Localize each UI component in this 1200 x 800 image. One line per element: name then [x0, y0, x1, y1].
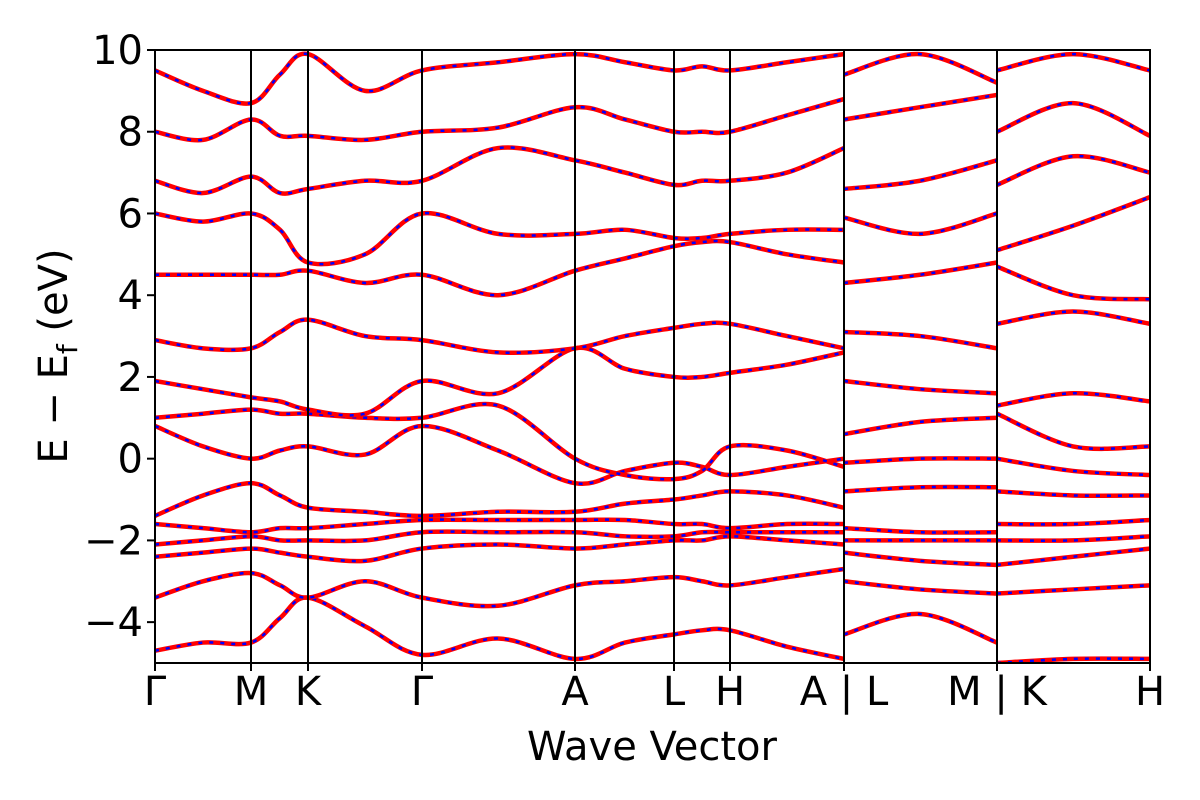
band-spin-down: [155, 93, 1150, 142]
y-tick-label: 8: [118, 110, 143, 156]
band-spin-up: [155, 423, 1150, 487]
band-spin-up: [155, 595, 1150, 663]
y-tick-label: 0: [118, 437, 143, 483]
y-tick-label: −4: [84, 600, 143, 646]
y-tick-label: 4: [118, 273, 143, 319]
band-spin-up: [155, 309, 1150, 356]
band-spin-up: [155, 566, 1150, 609]
band-spin-up: [155, 480, 1150, 519]
y-tick-label: 10: [92, 28, 143, 74]
plot-area: [155, 51, 1150, 663]
band-spin-down: [155, 567, 1150, 608]
x-tick-label: Γ: [144, 669, 167, 715]
band-spin-down: [155, 402, 1150, 481]
band-spin-up: [155, 195, 1150, 267]
y-axis-label: E − Ef (eV): [31, 248, 84, 463]
plot-frame: [154, 49, 1151, 664]
y-label-sub: f: [51, 343, 84, 354]
x-axis-label: Wave Vector: [527, 724, 778, 770]
band-spin-down: [155, 346, 1150, 417]
x-tick-label: M: [234, 669, 269, 715]
band-spin-up: [155, 145, 1150, 196]
band-spin-down: [155, 146, 1150, 195]
y-label-main: E − E: [31, 354, 77, 464]
band-spin-up: [155, 534, 1150, 568]
band-spin-down: [155, 481, 1150, 518]
y-label-unit: (eV): [31, 248, 77, 344]
x-tick-label: L: [663, 669, 686, 715]
x-tick-label: H: [715, 669, 745, 715]
band-spin-down: [155, 530, 1150, 546]
x-tick-label: K: [295, 669, 323, 715]
x-tick-label: M | K: [947, 669, 1048, 715]
band-spin-up: [155, 401, 1150, 482]
y-tick-label: −2: [84, 518, 143, 564]
band-spin-down: [155, 518, 1150, 534]
x-tick-label: A | L: [800, 669, 889, 715]
band-spin-down: [155, 424, 1150, 486]
band-spin-up: [155, 92, 1150, 143]
band-spin-down: [155, 52, 1150, 105]
band-spin-up: [155, 51, 1150, 106]
band-spin-down: [155, 195, 1150, 266]
y-tick-label: 6: [118, 191, 143, 237]
y-tick-label: 2: [118, 355, 143, 401]
x-tick-label: A: [561, 669, 589, 715]
x-tick-label: Γ: [411, 669, 434, 715]
x-tick-label: H: [1135, 669, 1165, 715]
band-spin-down: [155, 596, 1150, 663]
band-spin-down: [155, 310, 1150, 355]
band-spin-down: [155, 239, 1150, 301]
